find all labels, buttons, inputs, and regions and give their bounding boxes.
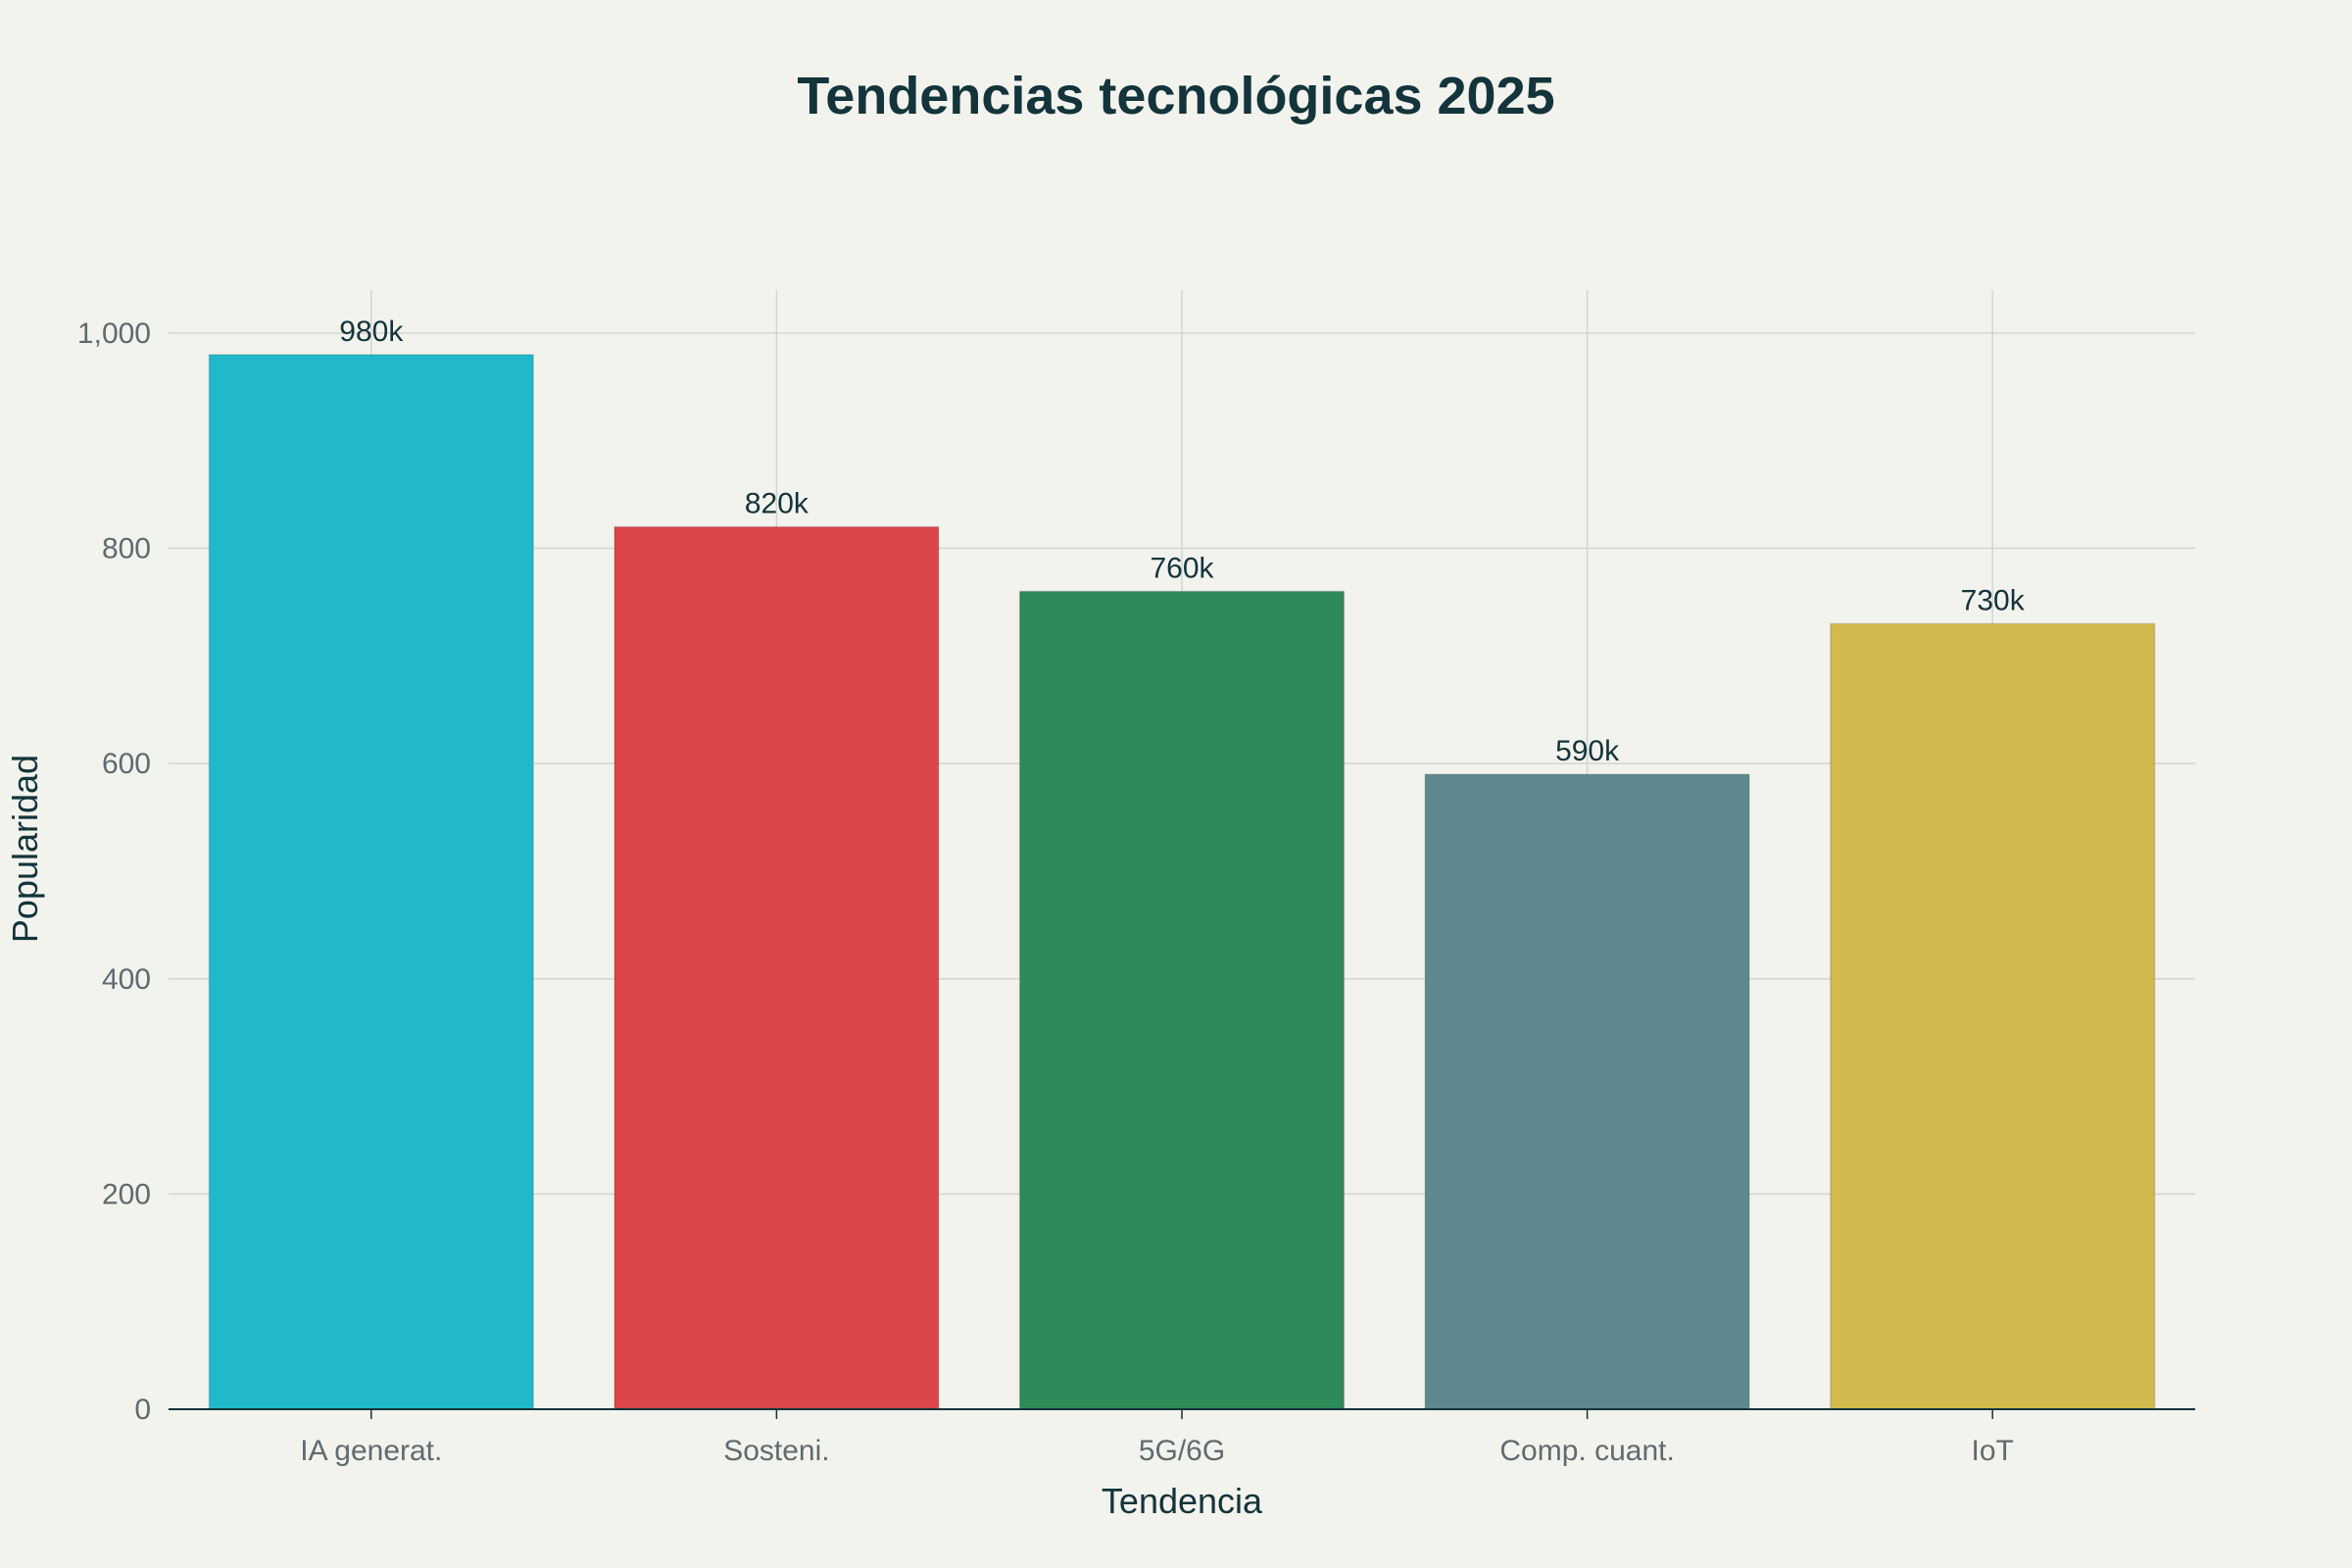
bar-5 — [1830, 622, 2156, 1410]
x-tick-label: Comp. cuant. — [1499, 1435, 1674, 1467]
x-axis-title: Tendencia — [1102, 1481, 1263, 1521]
x-axis-ticks: IA generat. Sosteni. 5G/6G Comp. cuant. IoT — [300, 1409, 2014, 1467]
chart-title: Tendencias tecnológicas 2025 — [797, 67, 1554, 125]
bar-value-label: 590k — [1555, 735, 1620, 767]
y-tick-label: 800 — [102, 533, 151, 565]
x-tick-label: IoT — [1972, 1435, 2014, 1467]
bar-value-label: 820k — [745, 488, 809, 520]
bar-value-label: 980k — [339, 316, 404, 348]
y-tick-label: 0 — [134, 1394, 151, 1426]
x-tick-label: 5G/6G — [1139, 1435, 1225, 1467]
y-axis-title: Popularidad — [5, 755, 45, 943]
y-tick-label: 400 — [102, 963, 151, 996]
bar-value-label: 760k — [1150, 552, 1214, 584]
y-tick-label: 600 — [102, 748, 151, 780]
y-tick-label: 1,000 — [77, 318, 151, 350]
bar-value-label: 730k — [1961, 584, 2026, 616]
data-labels: 980k 820k 760k 590k 730k — [339, 316, 2025, 767]
x-tick-label: IA generat. — [300, 1435, 442, 1467]
y-tick-label: 200 — [102, 1178, 151, 1210]
bar-4 — [1424, 773, 1750, 1410]
bar-2 — [613, 525, 940, 1410]
y-axis-ticks: 0 200 400 600 800 1,000 — [77, 318, 151, 1426]
bar-3 — [1018, 590, 1346, 1410]
x-tick-label: Sosteni. — [723, 1435, 829, 1467]
bar-1 — [208, 354, 534, 1410]
